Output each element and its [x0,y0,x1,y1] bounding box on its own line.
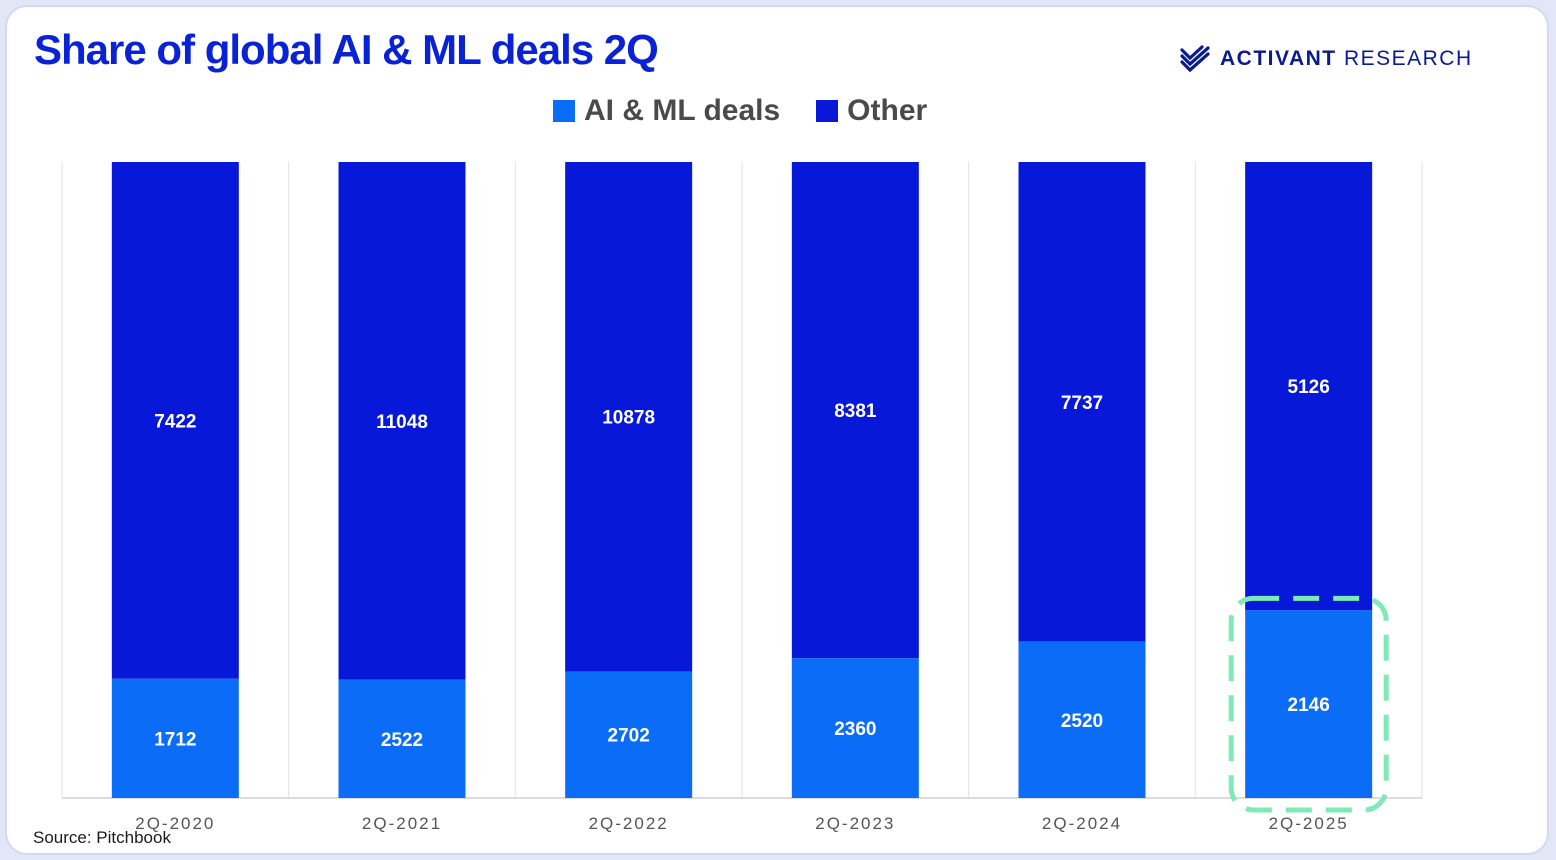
x-tick-label: 2Q-2020 [135,814,215,833]
data-label-other: 8381 [834,401,877,422]
bar-ai-ml [338,679,466,798]
bar-other [1245,162,1373,611]
data-label-other: 11048 [376,412,428,433]
legend-swatch-ai-ml [553,100,575,122]
legend: AI & ML deals Other [553,94,963,128]
x-tick-label: 2Q-2025 [1269,814,1349,833]
data-label-other: 5126 [1288,377,1330,398]
bar-other [791,162,919,659]
source-note: Source: Pitchbook [33,828,171,847]
data-label-ai-ml: 2360 [834,719,876,740]
x-tick-label: 2Q-2023 [815,814,895,833]
x-tick-label: 2Q-2024 [1042,814,1122,833]
activant-stripes-icon [1180,45,1210,73]
bar-other [111,162,239,679]
data-label-ai-ml: 2520 [1061,711,1103,732]
data-label-other: 7737 [1061,393,1103,414]
data-label-ai-ml: 2522 [381,730,423,751]
data-label-other: 10878 [602,408,655,429]
data-label-ai-ml: 1712 [154,729,196,750]
brand-name-bold: ACTIVANT [1220,47,1337,70]
brand-name: ACTIVANT RESEARCH [1220,47,1473,71]
bar-ai-ml [1245,610,1373,798]
bar-ai-ml [565,671,693,798]
bar-other [338,162,466,680]
data-label-other: 7422 [154,411,196,432]
x-tick-label: 2Q-2022 [589,814,669,833]
legend-label-other: Other [847,94,928,127]
bar-ai-ml [111,678,239,798]
bar-ai-ml [1018,641,1146,798]
data-label-ai-ml: 2702 [608,726,650,747]
legend-item-ai-ml: AI & ML deals [553,94,780,128]
legend-swatch-other [816,100,839,122]
highlight-box [1228,595,1389,813]
chart-title: Share of global AI & ML deals 2Q [34,26,659,73]
bar-other [1018,162,1146,642]
legend-label-ai-ml: AI & ML deals [584,94,781,127]
bar-ai-ml [791,658,919,798]
brand-name-rest: RESEARCH [1336,47,1473,70]
legend-item-other: Other [816,94,927,128]
brand-logo: ACTIVANT RESEARCH [1180,44,1473,74]
bar-other [565,162,693,672]
data-label-ai-ml: 2146 [1288,695,1330,716]
x-tick-label: 2Q-2021 [362,814,442,833]
